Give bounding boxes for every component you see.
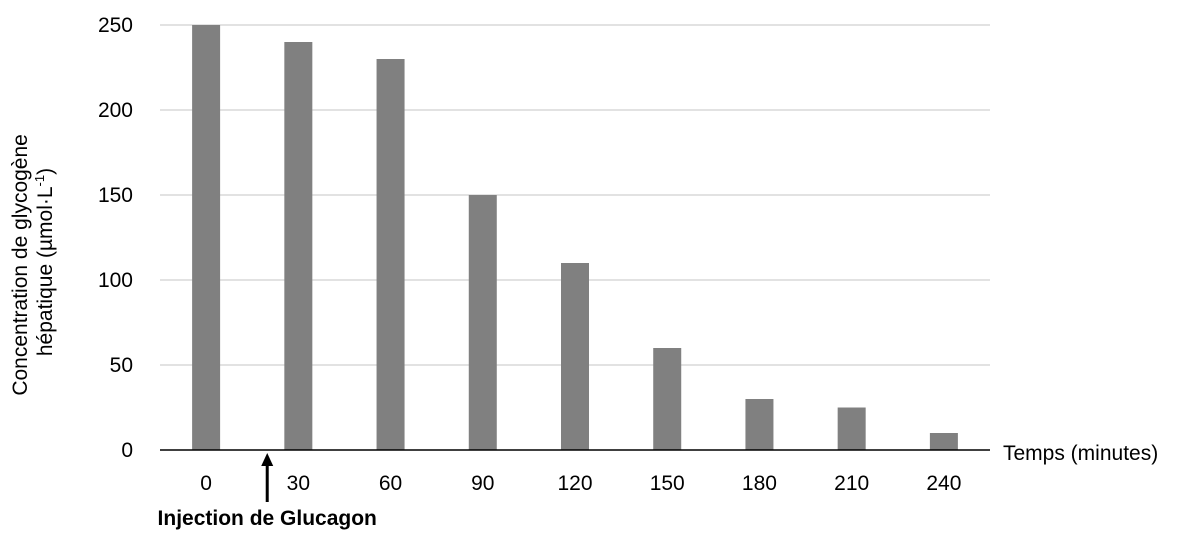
bar xyxy=(468,195,497,450)
y-tick-label: 150 xyxy=(98,184,133,207)
bar xyxy=(376,59,405,450)
x-tick-labels: 0 30 60 90 120 150 180 210 240 xyxy=(200,472,961,495)
y-tick-label: 250 xyxy=(98,14,133,37)
y-axis-label-line2-suffix: ) xyxy=(34,168,57,175)
x-tick-label: 150 xyxy=(650,472,685,495)
x-tick-label: 120 xyxy=(557,472,592,495)
y-axis-label-superscript: -1 xyxy=(32,175,47,187)
x-tick-label: 60 xyxy=(379,472,402,495)
bar xyxy=(284,42,313,450)
bar xyxy=(837,407,866,450)
x-tick-label: 180 xyxy=(742,472,777,495)
x-axis-label: Temps (minutes) xyxy=(1003,442,1158,465)
bar xyxy=(192,25,221,450)
x-tick-label: 90 xyxy=(471,472,494,495)
y-tick-label: 200 xyxy=(98,99,133,122)
annotation-text: Injection de Glucagon xyxy=(158,507,377,530)
y-tick-labels: 0 50 100 150 200 250 xyxy=(98,14,133,462)
bar xyxy=(929,433,958,450)
y-axis-label-line2: hépatique (µmol·L xyxy=(34,186,57,356)
y-tick-label: 50 xyxy=(110,354,133,377)
y-tick-label: 0 xyxy=(121,439,133,462)
bar xyxy=(561,263,589,450)
bar xyxy=(653,348,682,450)
y-tick-label: 100 xyxy=(98,269,133,292)
bars xyxy=(192,25,958,450)
glucagon-injection-annotation: Injection de Glucagon xyxy=(158,453,377,530)
bar xyxy=(745,399,774,450)
x-tick-label: 0 xyxy=(200,472,212,495)
x-tick-label: 240 xyxy=(926,472,961,495)
y-axis-label-line1: Concentration de glycogène xyxy=(9,134,32,396)
annotation-arrow-head xyxy=(261,453,274,466)
x-tick-label: 30 xyxy=(287,472,310,495)
y-axis-label: Concentration de glycogène hépatique (µm… xyxy=(9,128,57,395)
x-tick-label: 210 xyxy=(834,472,869,495)
